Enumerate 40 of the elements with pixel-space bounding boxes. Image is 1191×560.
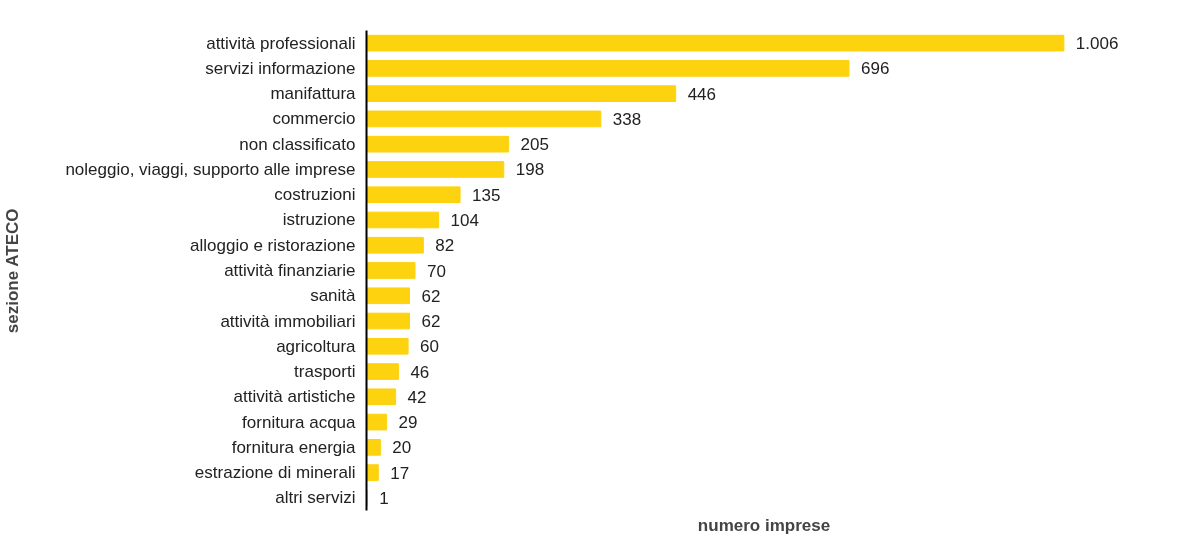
data-label: 1.006 bbox=[1075, 34, 1119, 54]
y-tick-label: altri servizi bbox=[275, 488, 356, 508]
y-tick-label: attività immobiliari bbox=[220, 311, 356, 331]
data-label: 135 bbox=[472, 185, 501, 205]
y-tick-label: commercio bbox=[272, 109, 356, 129]
data-label: 82 bbox=[435, 236, 455, 256]
data-label: 62 bbox=[421, 312, 441, 332]
data-label: 42 bbox=[407, 387, 427, 407]
y-tick-label: attività finanziarie bbox=[224, 261, 356, 280]
y-tick-label: agricoltura bbox=[276, 336, 357, 356]
y-tick-label: sanità bbox=[310, 286, 357, 306]
data-label: 338 bbox=[612, 109, 642, 129]
y-tick-label: fornitura energia bbox=[231, 437, 357, 457]
data-label: 20 bbox=[392, 438, 412, 458]
y-tick-label: costruzioni bbox=[274, 185, 356, 205]
data-label: 205 bbox=[520, 135, 549, 155]
data-label: 446 bbox=[687, 84, 717, 104]
data-label: 70 bbox=[427, 261, 446, 281]
y-tick-label: servizi informazione bbox=[205, 58, 356, 78]
y-tick-label: attività professionali bbox=[206, 33, 356, 53]
data-label: 198 bbox=[515, 160, 545, 180]
x-axis-title: numero imprese bbox=[697, 515, 831, 535]
y-tick-label: noleggio, viaggi, supporto alle imprese bbox=[65, 159, 356, 179]
data-label: 60 bbox=[420, 337, 440, 357]
y-tick-label: manifattura bbox=[270, 84, 357, 104]
data-label: 46 bbox=[410, 362, 430, 382]
y-tick-label: fornitura acqua bbox=[242, 412, 357, 432]
data-label: 17 bbox=[390, 463, 410, 483]
data-label: 1 bbox=[379, 488, 389, 508]
y-tick-label: estrazione di minerali bbox=[194, 463, 356, 483]
data-label: 104 bbox=[450, 210, 479, 230]
y-axis-title: sezione ATECO bbox=[3, 208, 23, 334]
data-label: 29 bbox=[398, 413, 418, 433]
y-tick-label: istruzione bbox=[282, 210, 356, 230]
y-tick-label: alloggio e ristorazione bbox=[190, 235, 356, 255]
data-label: 696 bbox=[860, 59, 890, 79]
y-tick-label: trasporti bbox=[294, 362, 356, 382]
y-tick-label: non classificato bbox=[239, 134, 356, 154]
y-tick-label: attività artistiche bbox=[233, 387, 356, 407]
data-label: 62 bbox=[421, 286, 441, 306]
